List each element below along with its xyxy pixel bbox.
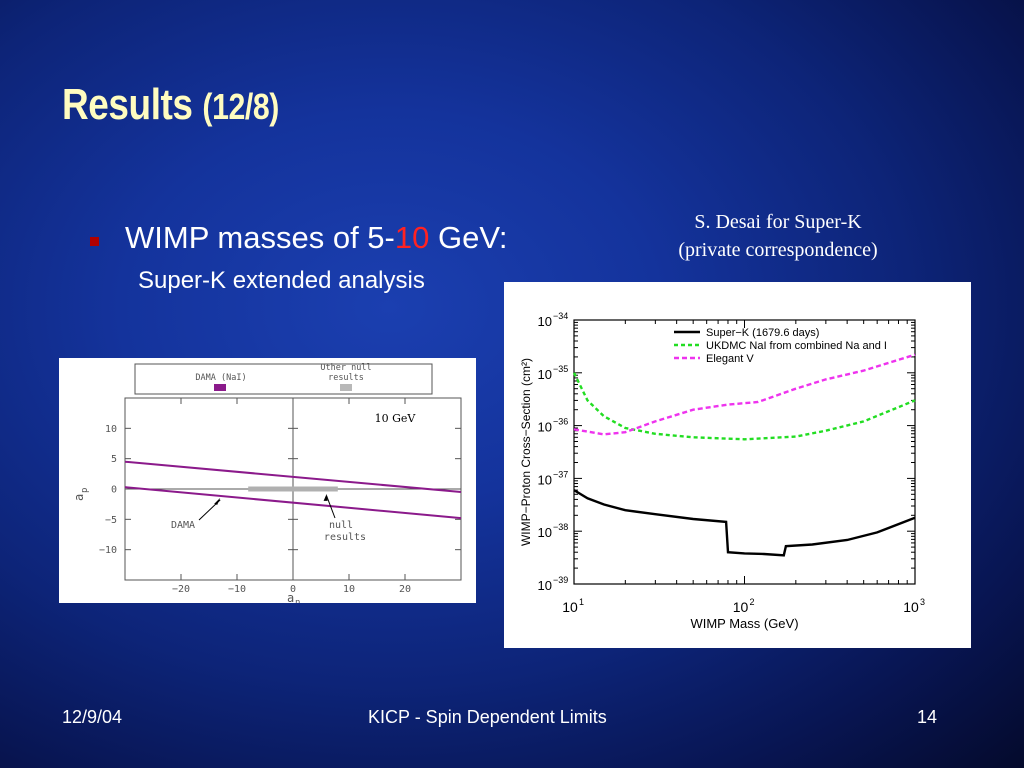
series-line-1 bbox=[573, 489, 916, 557]
annotation-null-arrow bbox=[326, 495, 336, 519]
title-date: (12/8) bbox=[202, 86, 279, 127]
x-tick-label-exponent: 2 bbox=[750, 597, 755, 607]
annotation-null-1: null bbox=[329, 520, 353, 531]
annotation-dama: DAMA bbox=[171, 520, 195, 531]
x-tick-label: −10 bbox=[228, 584, 246, 595]
legend-label-null-1: Other null bbox=[320, 363, 371, 373]
footer-page-number: 14 bbox=[917, 707, 938, 727]
y-tick-label-exponent: −39 bbox=[553, 575, 568, 585]
y-tick-label: −10 bbox=[99, 545, 117, 556]
legend-label-3: Elegant V bbox=[706, 353, 754, 365]
credit-line-2: (private correspondence) bbox=[678, 239, 878, 261]
slide-title: Results (12/8) bbox=[62, 80, 279, 130]
credit-line-1: S. Desai for Super-K bbox=[694, 211, 862, 233]
x-tick-label-base: 10 bbox=[562, 599, 578, 615]
y-tick-label-base: 10 bbox=[538, 578, 552, 593]
y-axis-label: a bbox=[72, 494, 86, 501]
coupling-plot-panel: DAMA (NaI) Other null results −20 −10 0 10 20 −1… bbox=[59, 358, 476, 603]
y-tick-label-exponent: −35 bbox=[553, 364, 568, 374]
y-tick-label: 10 bbox=[105, 424, 117, 435]
y-tick-label-base: 10 bbox=[538, 420, 552, 435]
y-axis-label-group: ap bbox=[72, 488, 90, 501]
bullet-text: WIMP masses of 5-10 GeV: bbox=[125, 220, 507, 256]
sub-bullet-text: Super-K extended analysis bbox=[138, 267, 425, 294]
legend-label-null-2: results bbox=[328, 373, 364, 383]
null-results-band bbox=[248, 486, 338, 492]
bullet-text-start: WIMP masses of 5- bbox=[125, 220, 395, 255]
y-tick-label: 0 bbox=[111, 485, 117, 496]
cross-section-plot-panel: 10 −39 10 −38 10 −37 10 −36 10 −35 10 −34 10 1 10 2 10 3 W… bbox=[504, 282, 971, 648]
annotation-null-arrowhead bbox=[323, 493, 328, 501]
dama-boundary-line-1 bbox=[124, 460, 462, 494]
bullet-text-end: GeV: bbox=[429, 220, 508, 255]
series-line-3 bbox=[573, 353, 916, 436]
legend-swatch-dama bbox=[214, 384, 226, 391]
legend-label-dama: DAMA (NaI) bbox=[195, 373, 246, 383]
y-tick-label-base: 10 bbox=[538, 472, 552, 487]
x-axis-label: a bbox=[287, 591, 294, 603]
legend-swatch-null bbox=[340, 384, 352, 391]
y-axis-label-sub: p bbox=[80, 488, 90, 493]
mass-annotation: 10 GeV bbox=[375, 412, 417, 425]
y-tick-label-base: 10 bbox=[538, 367, 552, 382]
x-tick-label-exponent: 1 bbox=[579, 597, 584, 607]
y-tick-label-base: 10 bbox=[538, 314, 552, 329]
x-tick-label: −20 bbox=[172, 584, 190, 595]
y-tick-label: 5 bbox=[111, 454, 117, 465]
bullet-text-highlight: 10 bbox=[394, 220, 430, 255]
y-tick-label: −5 bbox=[105, 515, 117, 526]
annotation-null-2: results bbox=[324, 532, 366, 543]
bullet-square-icon bbox=[90, 237, 99, 246]
x-tick-label: 0 bbox=[290, 584, 296, 595]
y-axis-label: WIMP−Proton Cross−Section (cm²) bbox=[519, 358, 533, 546]
title-main: Results bbox=[62, 80, 203, 129]
y-tick-label-exponent: −34 bbox=[553, 311, 568, 321]
legend-label-1: Super−K (1679.6 days) bbox=[706, 327, 819, 339]
x-tick-label: 10 bbox=[343, 584, 355, 595]
legend-label-2: UKDMC NaI from combined Na and I bbox=[706, 340, 887, 352]
footer-title: KICP - Spin Dependent Limits bbox=[368, 707, 607, 727]
annotation-dama-arrowhead bbox=[214, 497, 221, 505]
y-tick-label-exponent: −36 bbox=[553, 417, 568, 427]
x-axis-label: WIMP Mass (GeV) bbox=[690, 616, 798, 631]
y-tick-label-exponent: −37 bbox=[553, 469, 568, 479]
x-tick-label: 20 bbox=[399, 584, 411, 595]
dama-boundary-line-2 bbox=[124, 486, 462, 520]
x-tick-label-base: 10 bbox=[903, 599, 919, 615]
x-tick-label-base: 10 bbox=[733, 599, 749, 615]
y-tick-label-base: 10 bbox=[538, 525, 552, 540]
credit-note: S. Desai for Super-K (private correspond… bbox=[640, 208, 916, 264]
series-line-2 bbox=[572, 372, 916, 441]
y-tick-label-exponent: −38 bbox=[553, 522, 568, 532]
legend-box bbox=[134, 363, 433, 395]
footer-date: 12/9/04 bbox=[62, 707, 123, 727]
x-axis-label-sub: n bbox=[295, 598, 300, 603]
x-tick-label-exponent: 3 bbox=[920, 597, 925, 607]
